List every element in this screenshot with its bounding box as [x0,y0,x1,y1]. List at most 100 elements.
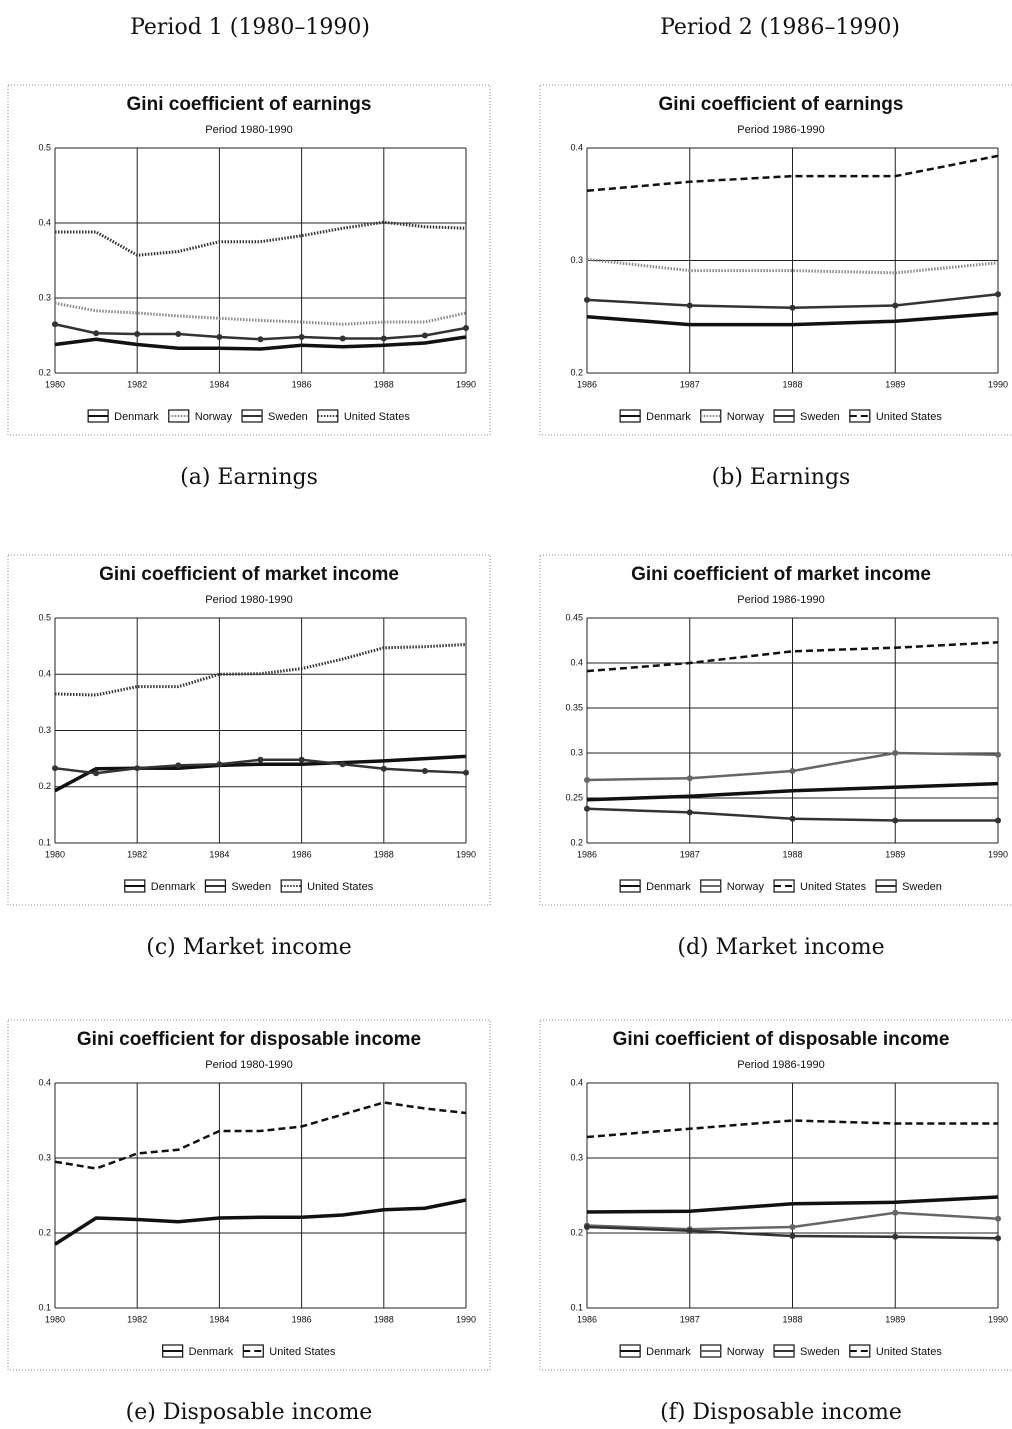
x-tick-label: 1986 [292,1314,312,1324]
chart-title: Gini coefficient of disposable income [613,1029,950,1050]
series-marker [892,302,899,309]
x-tick-label: 1984 [209,1314,229,1324]
x-tick-label: 1990 [456,1314,476,1324]
caption: (d) Market income [677,935,884,960]
series-line [586,1195,999,1214]
series-marker [892,817,899,824]
chart-subtitle: Period 1986-1990 [737,1059,824,1071]
x-tick-label: 1986 [577,849,597,859]
y-tick-label: 0.4 [570,657,583,667]
y-tick-label: 0.3 [38,292,51,302]
x-tick-label: 1987 [680,1314,700,1324]
series-line [54,335,467,351]
y-tick-label: 0.5 [38,142,51,152]
x-tick-label: 1988 [782,849,802,859]
legend-label: Denmark [151,881,196,893]
caption: (b) Earnings [712,465,851,490]
x-tick-label: 1988 [782,1314,802,1324]
series-marker [789,1233,796,1239]
x-tick-label: 1980 [45,1314,65,1324]
x-tick-label: 1990 [456,849,476,859]
series-marker [789,1224,796,1230]
legend-label: United States [344,411,411,423]
series-marker [421,768,428,774]
y-tick-label: 0.2 [570,367,583,377]
series-marker [463,769,469,776]
y-tick-label: 0.1 [570,1302,583,1312]
y-tick-label: 0.35 [565,702,583,712]
x-tick-label: 1988 [782,379,802,389]
series-marker [995,751,1001,758]
caption: (a) Earnings [180,465,318,490]
y-tick-label: 0.2 [38,1227,51,1237]
series-marker [93,770,100,777]
chart-title: Gini coefficient of earnings [659,94,904,115]
series-line [586,1119,998,1139]
caption: (f) Disposable income [660,1400,902,1425]
x-tick-label: 1982 [127,379,147,389]
panel-frame [539,84,1012,436]
x-tick-label: 1982 [127,1314,147,1324]
legend-label: Sweden [268,411,308,423]
series-marker [52,321,58,328]
series-marker [584,805,590,812]
y-tick-label: 0.3 [570,1152,583,1162]
x-tick-label: 1986 [292,849,312,859]
caption: (c) Market income [146,935,351,960]
legend-label: Norway [727,881,765,893]
chart-subtitle: Period 1980-1990 [205,594,292,606]
series-marker [257,336,264,343]
y-tick-label: 0.2 [38,367,51,377]
y-tick-label: 0.4 [38,1077,51,1087]
legend-label: United States [800,881,867,893]
legend-label: United States [269,1346,336,1358]
series-line [586,641,999,673]
series-marker [686,1227,693,1234]
chart-title: Gini coefficient of earnings [127,94,372,115]
y-tick-label: 0.4 [38,217,51,227]
panel-frame [7,84,491,436]
series-marker [257,756,264,763]
series-marker [686,302,693,309]
series-marker [789,815,796,822]
legend-label: Sweden [902,881,942,893]
series-marker [892,750,899,756]
legend-label: Norway [727,411,765,423]
series-line [586,257,999,275]
panel-frame [7,1019,491,1371]
series-line [586,311,999,327]
y-tick-label: 0.1 [38,837,51,847]
series-line [54,1101,467,1170]
series-marker [380,335,387,342]
y-tick-label: 0.5 [38,612,51,622]
series-line [54,754,467,793]
caption: (e) Disposable income [126,1400,373,1425]
series-marker [93,330,100,337]
y-tick-label: 0.2 [570,1227,583,1237]
series-line [54,1198,467,1246]
legend-label: United States [876,1346,943,1358]
legend-label: United States [876,411,943,423]
x-tick-label: 1989 [885,1314,905,1324]
series-line [54,642,467,697]
legend-label: Denmark [114,411,159,423]
series-marker [339,335,346,342]
chart-title: Gini coefficient of market income [99,564,399,585]
series-marker [892,1233,899,1240]
legend-label: Sweden [231,881,271,893]
series-marker [789,304,796,311]
legend-label: Norway [195,411,233,423]
panel-frame [539,1019,1012,1371]
series-marker [686,809,693,816]
legend-label: Denmark [646,1346,691,1358]
x-tick-label: 1986 [292,379,312,389]
x-tick-label: 1988 [374,1314,394,1324]
series-line [586,781,999,802]
chart-subtitle: Period 1980-1990 [205,1059,292,1071]
x-tick-label: 1990 [988,379,1008,389]
x-tick-label: 1980 [45,379,65,389]
series-marker [216,761,223,768]
y-tick-label: 0.2 [570,837,583,847]
chart-subtitle: Period 1980-1990 [205,124,292,136]
y-tick-label: 0.25 [565,792,583,802]
